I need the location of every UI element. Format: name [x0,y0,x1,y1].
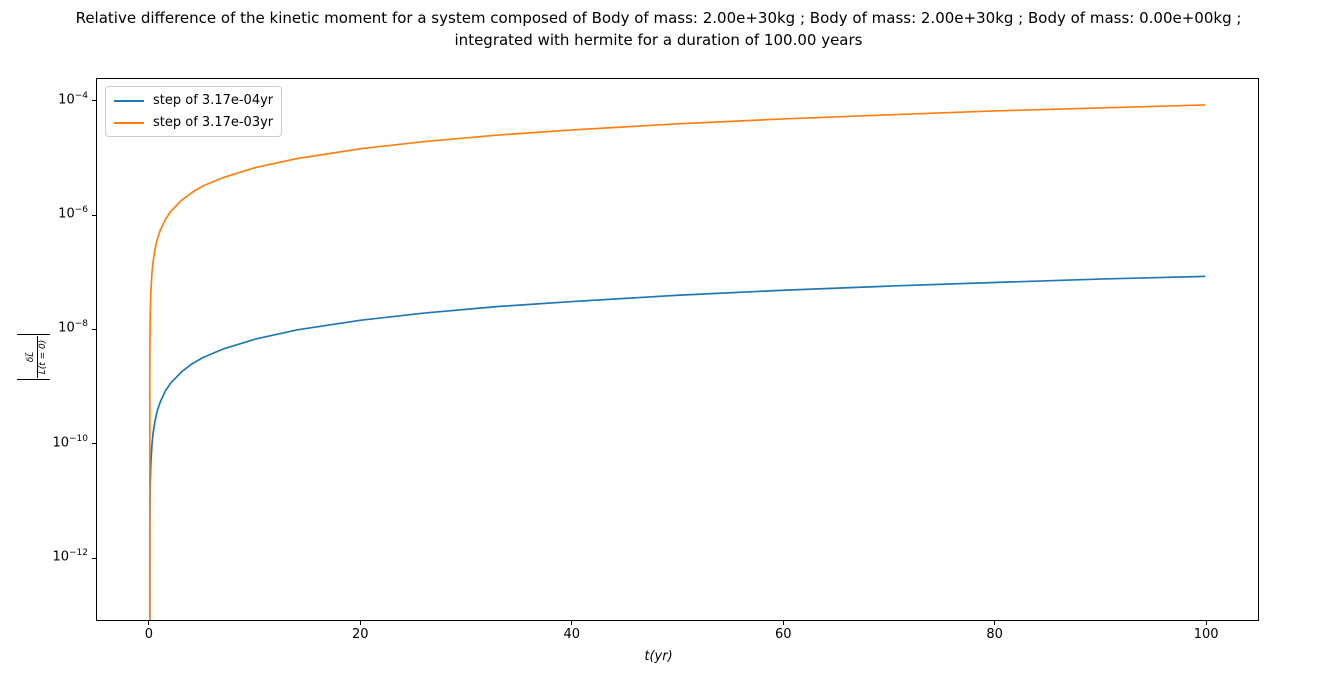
legend-label: step of 3.17e-04yr [153,93,274,108]
legend-entry-2: step of 3.17e-03yr [114,113,273,132]
x-tick-label: 100 [1193,627,1219,642]
x-tick-label: 60 [774,627,792,642]
legend-line-sample [114,121,144,124]
y-axis-label: δL⃗ L⃗(t = 0) [16,316,50,398]
x-tick-mark [994,621,996,625]
series-line-1 [148,275,1206,620]
x-tick-label: 0 [144,627,153,642]
legend-entry-1: step of 3.17e-04yr [114,91,273,110]
absolute-value-bars: δL⃗ L⃗(t = 0) [16,333,50,381]
chart-title-line-2: integrated with hermite for a duration o… [454,31,863,49]
x-tick-mark [1205,621,1207,625]
x-tick-mark [148,621,150,625]
x-axis-label: t(yr) [644,649,673,664]
legend-label: step of 3.17e-03yr [153,115,274,130]
y-tick-mark [92,328,96,330]
ylabel-denominator: L⃗(t = 0) [37,339,48,375]
x-tick-mark [571,621,573,625]
legend-line-sample [114,99,144,102]
x-tick-label: 40 [563,627,581,642]
y-tick-label: 10−4 [58,90,88,108]
y-tick-label: 10−10 [52,433,88,451]
y-tick-mark [92,100,96,102]
ylabel-fraction: δL⃗ L⃗(t = 0) [25,335,49,379]
y-tick-mark [92,557,96,559]
x-tick-mark [359,621,361,625]
y-tick-label: 10−8 [58,319,88,336]
x-tick-mark [782,621,784,625]
ylabel-numerator: δL⃗ [25,335,38,379]
plot-area: step of 3.17e-04yr step of 3.17e-03yr [96,78,1259,621]
chart-title: Relative difference of the kinetic momen… [0,7,1317,51]
plot-canvas [148,104,1206,620]
y-tick-label: 10−6 [58,205,88,222]
y-tick-mark [92,214,96,216]
legend: step of 3.17e-04yr step of 3.17e-03yr [105,86,283,137]
x-tick-label: 20 [352,627,369,642]
series-line-2 [148,104,1206,620]
y-tick-label: 10−12 [52,548,88,565]
y-tick-mark [92,443,96,445]
chart-title-line-1: Relative difference of the kinetic momen… [75,9,1242,27]
x-tick-label: 80 [986,627,1003,642]
